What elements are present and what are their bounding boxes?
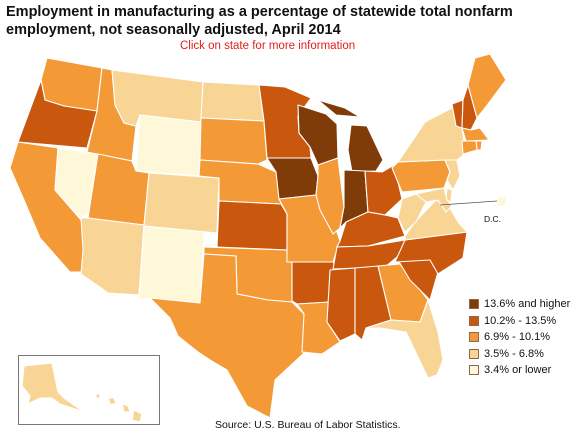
legend-item: 13.6% and higher [469,296,570,313]
legend-swatch [469,365,479,376]
state-ma[interactable] [461,127,490,142]
legend: 13.6% and higher 10.2% - 13.5% 6.9% - 10.1… [469,296,570,379]
state-nd[interactable] [200,81,265,122]
legend-swatch [469,315,479,326]
state-co[interactable] [143,172,220,234]
legend-label: 3.5% - 6.8% [484,347,544,360]
state-az[interactable] [80,217,145,296]
state-nh[interactable] [461,84,478,131]
legend-swatch [469,332,479,343]
click-instruction[interactable]: Click on state for more information [180,40,356,52]
legend-label: 13.6% and higher [484,298,571,311]
state-va[interactable] [404,199,468,241]
legend-label: 6.9% - 10.1% [484,331,551,344]
state-dc[interactable] [496,196,507,207]
legend-swatch [469,299,479,310]
legend-item: 6.9% - 10.1% [469,329,570,346]
legend-item: 10.2% - 13.5% [469,313,570,330]
state-nm[interactable] [138,225,205,304]
state-ak[interactable] [21,362,85,413]
state-nj[interactable] [444,159,461,191]
state-fl[interactable] [365,299,444,379]
dc-leader-line [439,200,498,206]
state-tx[interactable] [149,253,306,419]
state-pa[interactable] [391,159,451,193]
state-ms[interactable] [326,267,356,342]
legend-label: 3.4% or lower [484,364,552,377]
state-ks[interactable] [216,200,288,251]
legend-item: 3.4% or lower [469,362,570,379]
legend-label: 10.2% - 13.5% [484,314,557,327]
state-ct[interactable] [461,140,478,155]
state-md[interactable] [415,187,453,213]
dc-label: D.C. [484,214,501,224]
state-hi[interactable] [95,393,143,423]
state-mi[interactable] [317,99,384,173]
state-sd[interactable] [199,117,268,165]
state-il[interactable] [315,157,345,235]
state-me[interactable] [467,53,507,119]
source-note: Source: U.S. Bureau of Labor Statistics. [215,419,401,431]
map-title: Employment in manufacturing as a percent… [6,4,513,38]
legend-item: 3.5% - 6.8% [469,346,570,363]
legend-swatch [469,348,479,359]
state-wy[interactable] [135,114,202,177]
alaska-hawaii-inset [18,355,160,425]
